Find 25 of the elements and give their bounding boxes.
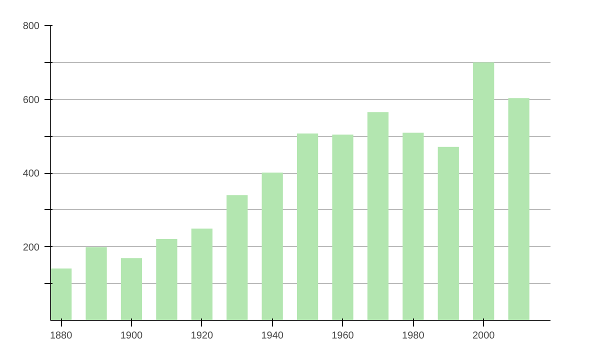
bar (438, 146, 459, 320)
x-tick-label: 1940 (261, 330, 284, 342)
bar (120, 258, 142, 320)
bar (367, 112, 389, 320)
y-tick-label: 200 (22, 242, 40, 254)
x-tick-label: 1920 (190, 330, 214, 342)
bar (332, 134, 354, 320)
x-tick-label: 1900 (120, 330, 144, 342)
bar (473, 62, 494, 320)
bar (402, 132, 424, 320)
y-tick-label: 600 (22, 94, 40, 106)
x-tick-label: 1980 (402, 330, 425, 342)
bar (508, 98, 530, 320)
x-tick-label: 1960 (332, 330, 354, 342)
bar (156, 239, 178, 320)
bar (50, 268, 72, 320)
bar (86, 247, 107, 320)
bar (226, 195, 248, 320)
y-tick-label: 800 (22, 21, 40, 32)
y-tick-label: 400 (22, 168, 40, 180)
bar (262, 172, 283, 320)
bar (296, 134, 318, 320)
x-tick-label: 1880 (50, 330, 73, 342)
x-tick-label: 2000 (472, 330, 496, 342)
bar (191, 228, 212, 320)
